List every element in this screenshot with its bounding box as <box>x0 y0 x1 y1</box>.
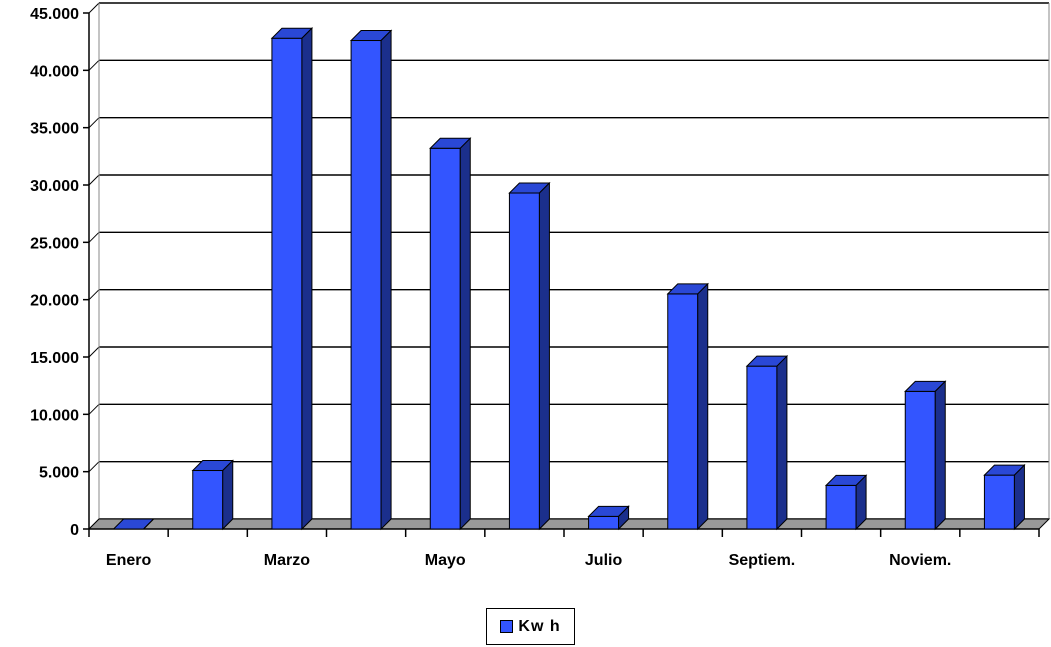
bar-side <box>538 181 550 531</box>
y-tick-label: 35.000 <box>30 121 79 138</box>
bar <box>983 463 1026 531</box>
bar-front <box>350 40 382 530</box>
bar <box>587 505 630 531</box>
x-tick-label: Enero <box>106 552 152 569</box>
x-tick-label: Marzo <box>264 552 310 569</box>
y-tick-label: 15.000 <box>30 350 79 367</box>
bar <box>745 354 789 531</box>
gridline-depth <box>88 174 100 186</box>
x-tick-label: Mayo <box>425 552 466 569</box>
bar-front <box>192 470 224 530</box>
bar-front <box>983 474 1015 530</box>
bar-front <box>271 37 303 530</box>
x-axis-tick-labels: Enero Marzo Mayo Julio Septiem. Noviem. <box>106 552 951 569</box>
bar-side <box>380 29 392 531</box>
x-tick-label: Noviem. <box>889 552 951 569</box>
bar <box>349 29 393 531</box>
axes <box>83 12 1040 537</box>
bar-side <box>697 282 709 531</box>
gridline-depth <box>88 117 100 129</box>
gridline-depth <box>88 461 100 473</box>
bar <box>666 282 709 531</box>
bar <box>191 459 234 531</box>
bar-side <box>301 27 313 531</box>
bars <box>112 27 1026 531</box>
bar <box>429 137 472 531</box>
bar-side <box>855 474 867 531</box>
bar-side <box>776 354 788 531</box>
bar-side <box>618 505 630 531</box>
gridline-depth <box>88 346 100 358</box>
gridline-depth <box>88 59 100 71</box>
bar-side <box>222 459 234 531</box>
bar-side <box>459 137 471 531</box>
y-tick-label: 5.000 <box>39 465 79 482</box>
bar <box>112 518 155 530</box>
y-tick-label: 45.000 <box>30 6 79 23</box>
y-tick-label: 0 <box>70 522 79 539</box>
gridline-depth <box>88 2 100 14</box>
bar-chart: 0 5.000 10.000 15.000 20.000 25.000 30.000 35.0… <box>30 2 1051 569</box>
bar-front <box>508 192 540 530</box>
x-tick-label: Septiem. <box>729 552 796 569</box>
y-tick-label: 25.000 <box>30 235 79 252</box>
y-tick-label: 20.000 <box>30 293 79 310</box>
legend-label: Kw h <box>518 617 561 635</box>
bar-side <box>934 380 946 531</box>
gridline-depth <box>88 403 100 415</box>
bar <box>904 380 947 531</box>
bar-front <box>904 390 936 530</box>
bar-front <box>825 484 857 530</box>
legend: Kw h <box>486 608 575 645</box>
bar-front <box>588 515 620 530</box>
bar <box>824 474 868 531</box>
gridline-depth <box>88 231 100 243</box>
legend-swatch <box>500 620 514 633</box>
y-axis-tick-labels: 0 5.000 10.000 15.000 20.000 25.000 30.000 35.0… <box>30 6 79 539</box>
y-tick-label: 40.000 <box>30 63 79 80</box>
y-tick-label: 30.000 <box>30 178 79 195</box>
bar <box>270 27 314 531</box>
bar-side <box>143 518 154 530</box>
y-tick-label: 10.000 <box>30 407 79 424</box>
gridline-depth <box>88 289 100 301</box>
bar <box>508 181 551 531</box>
bar-front <box>667 293 699 530</box>
gridlines <box>88 2 1050 530</box>
x-tick-label: Julio <box>585 552 623 569</box>
bar-front <box>746 365 778 530</box>
bar-front <box>429 147 461 530</box>
bar-side <box>1013 463 1025 531</box>
